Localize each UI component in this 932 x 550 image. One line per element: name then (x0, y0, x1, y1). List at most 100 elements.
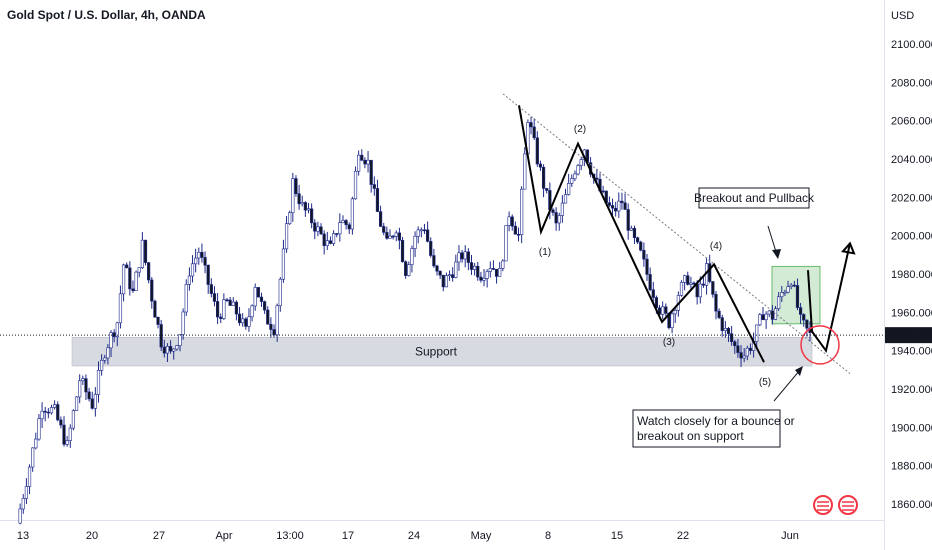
candle-body (172, 348, 176, 352)
candle-body (96, 370, 101, 395)
price-tick-label: 2040.000 (891, 154, 932, 166)
candle-body (733, 341, 737, 347)
candle-body (219, 316, 223, 319)
candle-body (567, 183, 571, 195)
candle-body (629, 227, 633, 231)
candle-body (147, 262, 151, 281)
candle-body (84, 378, 88, 393)
candle-body (689, 282, 693, 285)
candle-body (121, 264, 126, 295)
candle-body (404, 261, 408, 276)
candle-body (457, 252, 461, 263)
price-tick-label: 2100.000 (891, 39, 932, 51)
candle-body (24, 486, 29, 499)
candle-body (520, 188, 524, 235)
watch-pointer-arrow (773, 369, 801, 402)
candle-body (118, 293, 123, 324)
candle-body (115, 322, 119, 337)
candle-body (325, 240, 329, 246)
price-tick-label: 2020.000 (891, 192, 932, 204)
candle-body (798, 307, 803, 315)
candle-body (426, 229, 430, 242)
candle-body (413, 235, 417, 249)
candle-body (626, 209, 630, 231)
candle-body (297, 193, 301, 205)
candle-body (137, 267, 141, 273)
wave-label-5: (5) (759, 377, 771, 388)
candle-body (419, 229, 423, 232)
candle-body (131, 288, 135, 292)
candle-body (375, 188, 380, 212)
support-label: Support (415, 345, 458, 359)
candle-body (407, 264, 411, 276)
candle-body (764, 313, 768, 321)
candle-body (651, 289, 655, 298)
current-price-label: 1948.100 (889, 330, 932, 342)
news-event-icons[interactable] (813, 495, 858, 515)
candle-body (557, 215, 561, 224)
price-axis-ticks[interactable]: 2100.000 2080.000 2060.000 2040.000 2020.000… (891, 39, 932, 511)
candle-body (494, 268, 499, 277)
candle-body (194, 257, 198, 265)
candle-body (90, 398, 94, 409)
support-zone (71, 337, 813, 367)
candle-body (802, 314, 806, 321)
candle-body (416, 229, 420, 237)
candle-body (187, 275, 191, 285)
time-axis-ticks[interactable]: 13 20 27 Apr 13:00 17 24 May 8 15 22 Jun (17, 530, 799, 542)
candle-body (306, 208, 311, 211)
candle-body (758, 314, 762, 326)
price-tick-label: 1900.000 (891, 422, 932, 434)
candle-body (645, 258, 649, 275)
candle-body (642, 249, 646, 260)
candle-body (780, 292, 784, 298)
candle-body (469, 262, 474, 270)
candle-body (288, 212, 292, 225)
candle-body (636, 237, 640, 243)
watch-callout-line-1: Watch closely for a bounce or (637, 414, 795, 428)
date-tick-label: Apr (215, 530, 232, 542)
candle-body (222, 299, 226, 319)
wave-label-4: (4) (710, 241, 722, 252)
candle-body (328, 240, 333, 244)
price-tick-label: 1880.000 (891, 461, 932, 473)
candle-body (190, 263, 195, 277)
candle-body (162, 346, 166, 354)
candle-body (501, 260, 505, 269)
candle-body (43, 410, 47, 413)
candle-body (266, 309, 270, 325)
candle-body (714, 294, 718, 312)
candle-body (106, 347, 110, 359)
candle-body (570, 178, 574, 184)
candle-body (639, 241, 643, 251)
candle-body (59, 419, 63, 426)
news-flag-icon-2[interactable] (838, 495, 858, 515)
news-flag-icon[interactable] (813, 495, 833, 515)
candle-body (344, 220, 348, 226)
candle-body (319, 226, 323, 235)
candle-body (247, 316, 251, 327)
candle-body (62, 424, 66, 445)
candle-body (739, 352, 743, 359)
candle-body (303, 202, 307, 211)
candle-body (156, 316, 160, 325)
candle-body (438, 270, 442, 276)
candle-body (717, 310, 721, 318)
candle-body (175, 345, 179, 350)
candle-body (551, 209, 555, 213)
candle-body (272, 329, 276, 336)
candle-body (391, 235, 395, 238)
candle-body (761, 314, 765, 321)
price-tick-label: 2060.000 (891, 116, 932, 128)
candle-body (294, 178, 298, 195)
date-tick-label: 17 (342, 530, 354, 542)
candle-body (805, 319, 809, 329)
candle-body (701, 283, 706, 286)
candle-body (322, 233, 326, 246)
candle-body (726, 328, 731, 334)
candle-body (231, 301, 235, 306)
candle-body (435, 265, 439, 272)
candle-body (237, 313, 242, 324)
candle-body (736, 345, 740, 353)
